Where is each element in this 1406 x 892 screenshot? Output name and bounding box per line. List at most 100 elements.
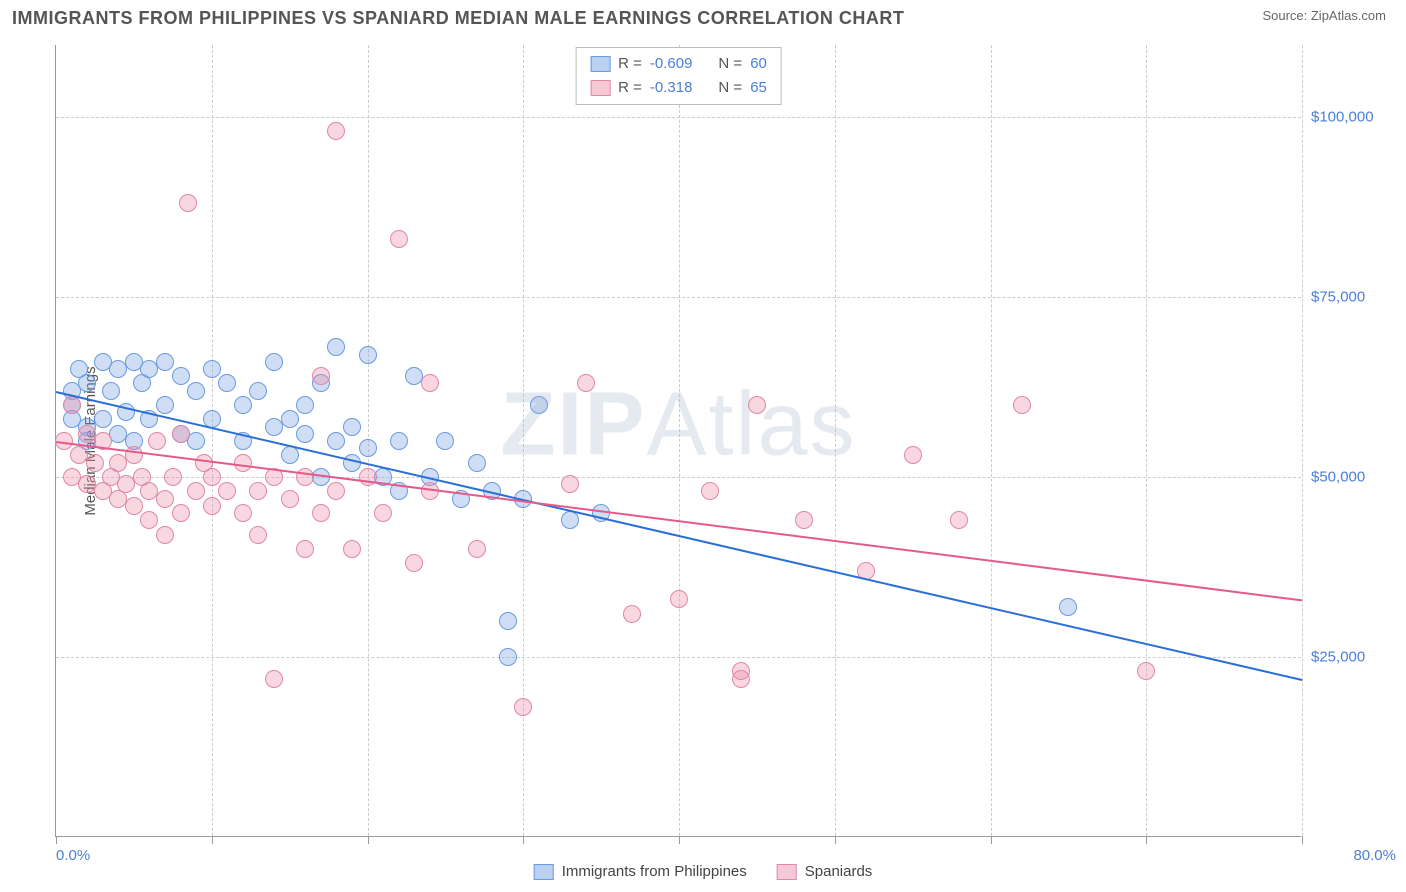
- scatter-point: [94, 410, 112, 428]
- scatter-point: [203, 360, 221, 378]
- legend-series-item: Spaniards: [777, 863, 873, 880]
- scatter-point: [312, 367, 330, 385]
- scatter-point: [203, 497, 221, 515]
- scatter-point: [499, 612, 517, 630]
- x-tick: [679, 836, 680, 844]
- scatter-point: [187, 482, 205, 500]
- scatter-point: [577, 374, 595, 392]
- scatter-point: [148, 432, 166, 450]
- scatter-point: [86, 454, 104, 472]
- scatter-point: [499, 648, 517, 666]
- scatter-point: [312, 504, 330, 522]
- scatter-point: [359, 346, 377, 364]
- n-value: 60: [750, 52, 767, 76]
- x-tick: [523, 836, 524, 844]
- scatter-point: [327, 122, 345, 140]
- scatter-point: [296, 540, 314, 558]
- source-name: ZipAtlas.com: [1311, 8, 1386, 23]
- scatter-point: [374, 504, 392, 522]
- y-tick-label: $75,000: [1311, 289, 1396, 306]
- scatter-point: [795, 511, 813, 529]
- scatter-point: [359, 439, 377, 457]
- y-tick-label: $50,000: [1311, 469, 1396, 486]
- legend-series-label: Spaniards: [805, 863, 873, 880]
- scatter-point: [904, 446, 922, 464]
- scatter-point: [281, 490, 299, 508]
- legend-swatch: [590, 56, 610, 72]
- legend-swatch: [777, 864, 797, 880]
- scatter-point: [436, 432, 454, 450]
- scatter-point: [265, 353, 283, 371]
- scatter-point: [218, 482, 236, 500]
- scatter-point: [405, 554, 423, 572]
- x-tick: [1146, 836, 1147, 844]
- scatter-point: [561, 511, 579, 529]
- scatter-point: [1137, 662, 1155, 680]
- scatter-point: [102, 382, 120, 400]
- r-label: R =: [618, 52, 642, 76]
- n-label: N =: [718, 76, 742, 100]
- scatter-point: [187, 432, 205, 450]
- scatter-point: [179, 194, 197, 212]
- scatter-chart: Median Male Earnings ZIPAtlas R = -0.609…: [55, 45, 1301, 837]
- scatter-point: [281, 410, 299, 428]
- gridline-v: [523, 45, 524, 836]
- scatter-point: [468, 540, 486, 558]
- x-tick: [368, 836, 369, 844]
- x-tick-label: 0.0%: [56, 847, 90, 864]
- watermark-light: Atlas: [646, 374, 856, 474]
- scatter-point: [78, 374, 96, 392]
- scatter-point: [390, 432, 408, 450]
- scatter-point: [421, 374, 439, 392]
- scatter-point: [561, 475, 579, 493]
- scatter-point: [468, 454, 486, 472]
- legend-swatch: [590, 80, 610, 96]
- scatter-point: [164, 468, 182, 486]
- scatter-point: [530, 396, 548, 414]
- scatter-point: [748, 396, 766, 414]
- chart-title: IMMIGRANTS FROM PHILIPPINES VS SPANIARD …: [12, 8, 904, 29]
- x-tick: [212, 836, 213, 844]
- scatter-point: [172, 504, 190, 522]
- r-value: -0.318: [650, 76, 693, 100]
- scatter-point: [172, 367, 190, 385]
- gridline-v: [991, 45, 992, 836]
- scatter-point: [156, 396, 174, 414]
- y-tick-label: $25,000: [1311, 649, 1396, 666]
- scatter-point: [296, 396, 314, 414]
- scatter-point: [156, 353, 174, 371]
- r-label: R =: [618, 76, 642, 100]
- x-tick: [1302, 836, 1303, 844]
- scatter-point: [296, 468, 314, 486]
- n-label: N =: [718, 52, 742, 76]
- x-tick: [991, 836, 992, 844]
- scatter-point: [701, 482, 719, 500]
- source-attribution: Source: ZipAtlas.com: [1262, 8, 1386, 23]
- legend-correlation-row: R = -0.318 N = 65: [590, 76, 767, 100]
- scatter-point: [156, 490, 174, 508]
- scatter-point: [234, 504, 252, 522]
- legend-swatch: [534, 864, 554, 880]
- scatter-point: [187, 382, 205, 400]
- scatter-point: [327, 482, 345, 500]
- r-value: -0.609: [650, 52, 693, 76]
- x-tick: [56, 836, 57, 844]
- legend-series-item: Immigrants from Philippines: [534, 863, 747, 880]
- correlation-legend-box: R = -0.609 N = 60 R = -0.318 N = 65: [575, 47, 782, 105]
- scatter-point: [343, 540, 361, 558]
- n-value: 65: [750, 76, 767, 100]
- gridline-v: [1302, 45, 1303, 836]
- gridline-v: [1146, 45, 1147, 836]
- gridline-v: [212, 45, 213, 836]
- y-tick-label: $100,000: [1311, 109, 1396, 126]
- scatter-point: [327, 432, 345, 450]
- scatter-point: [327, 338, 345, 356]
- scatter-point: [140, 511, 158, 529]
- x-tick-label: 80.0%: [1353, 847, 1396, 864]
- scatter-point: [950, 511, 968, 529]
- scatter-point: [1059, 598, 1077, 616]
- scatter-point: [63, 396, 81, 414]
- scatter-point: [670, 590, 688, 608]
- scatter-point: [390, 230, 408, 248]
- legend-series-label: Immigrants from Philippines: [562, 863, 747, 880]
